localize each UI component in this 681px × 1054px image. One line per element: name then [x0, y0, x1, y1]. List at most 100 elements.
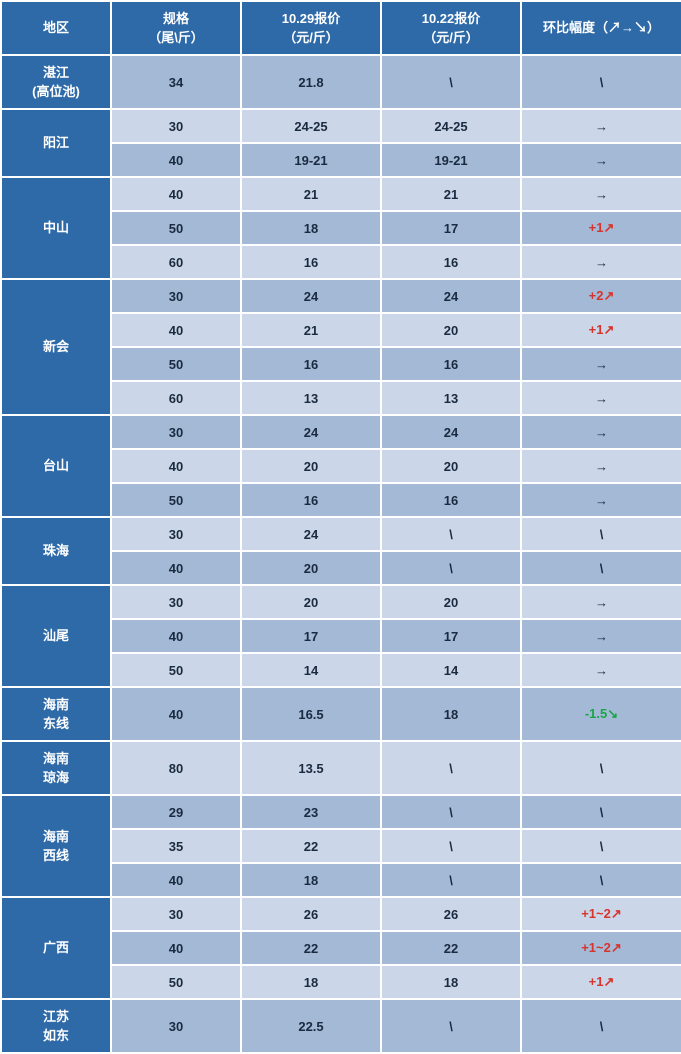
spec-cell: 60 — [111, 381, 241, 415]
table-body: 湛江(高位池)3421.8\\阳江3024-2524-25→4019-2119-… — [1, 55, 681, 1053]
trend-cell-value: -1.5↘ — [585, 706, 618, 721]
header-region: 地区 — [1, 1, 111, 55]
price2-cell: 17 — [381, 619, 521, 653]
header-p1-l1: 10.29报价 — [282, 11, 341, 26]
table-row: 台山302424→ — [1, 415, 681, 449]
region-name-l2: 如东 — [43, 1028, 69, 1043]
price2-cell: 20 — [381, 585, 521, 619]
price2-cell: 18 — [381, 965, 521, 999]
spec-cell: 40 — [111, 143, 241, 177]
price1-cell: 24 — [241, 517, 381, 551]
trend-cell: \ — [521, 55, 681, 109]
trend-cell: \ — [521, 863, 681, 897]
trend-cell: → — [521, 347, 681, 381]
table-row: 海南西线2923\\ — [1, 795, 681, 829]
region-cell: 海南东线 — [1, 687, 111, 741]
region-name-l1: 中山 — [43, 220, 69, 235]
header-spec: 规格 （尾\斤） — [111, 1, 241, 55]
trend-cell: \ — [521, 551, 681, 585]
region-name-l2: 东线 — [43, 716, 69, 731]
price1-cell: 14 — [241, 653, 381, 687]
price2-cell: \ — [381, 551, 521, 585]
spec-cell: 30 — [111, 585, 241, 619]
trend-cell: \ — [521, 795, 681, 829]
spec-cell: 40 — [111, 619, 241, 653]
trend-cell: +2↗ — [521, 279, 681, 313]
region-name-l2: (高位池) — [32, 84, 80, 99]
price2-cell: 16 — [381, 483, 521, 517]
spec-cell: 30 — [111, 999, 241, 1053]
header-p2-l2: （元/斤） — [423, 30, 479, 45]
price1-cell: 18 — [241, 863, 381, 897]
trend-cell-value: +1↗ — [589, 322, 615, 337]
price1-cell: 20 — [241, 551, 381, 585]
spec-cell: 50 — [111, 483, 241, 517]
spec-cell: 30 — [111, 109, 241, 143]
price2-cell: 16 — [381, 347, 521, 381]
table-row: 海南琼海8013.5\\ — [1, 741, 681, 795]
price2-cell: 20 — [381, 313, 521, 347]
price2-cell: 16 — [381, 245, 521, 279]
price2-cell: 21 — [381, 177, 521, 211]
region-cell: 珠海 — [1, 517, 111, 585]
spec-cell: 30 — [111, 415, 241, 449]
spec-cell: 40 — [111, 931, 241, 965]
table-row: 江苏如东3022.5\\ — [1, 999, 681, 1053]
table-row: 阳江3024-2524-25→ — [1, 109, 681, 143]
price1-cell: 18 — [241, 211, 381, 245]
trend-cell: → — [521, 653, 681, 687]
header-price1: 10.29报价 （元/斤） — [241, 1, 381, 55]
region-cell: 阳江 — [1, 109, 111, 177]
trend-cell: → — [521, 177, 681, 211]
table-row: 海南东线4016.518-1.5↘ — [1, 687, 681, 741]
price1-cell: 16 — [241, 245, 381, 279]
region-cell: 海南琼海 — [1, 741, 111, 795]
header-p2-l1: 10.22报价 — [422, 11, 481, 26]
price2-cell: 18 — [381, 687, 521, 741]
price1-cell: 22 — [241, 931, 381, 965]
spec-cell: 40 — [111, 177, 241, 211]
table-row: 中山402121→ — [1, 177, 681, 211]
spec-cell: 40 — [111, 551, 241, 585]
price1-cell: 13 — [241, 381, 381, 415]
trend-cell-value: +1↗ — [589, 220, 615, 235]
spec-cell: 30 — [111, 897, 241, 931]
spec-cell: 40 — [111, 449, 241, 483]
table-row: 广西302626+1~2↗ — [1, 897, 681, 931]
header-p1-l2: （元/斤） — [283, 30, 339, 45]
spec-cell: 60 — [111, 245, 241, 279]
spec-cell: 29 — [111, 795, 241, 829]
price2-cell: \ — [381, 829, 521, 863]
header-trend: 环比幅度（↗→↘） — [521, 1, 681, 55]
region-cell: 海南西线 — [1, 795, 111, 897]
price-table: 地区 规格 （尾\斤） 10.29报价 （元/斤） 10.22报价 （元/斤） … — [0, 0, 681, 1054]
trend-cell: -1.5↘ — [521, 687, 681, 741]
trend-cell: → — [521, 245, 681, 279]
price2-cell: 14 — [381, 653, 521, 687]
trend-cell: → — [521, 619, 681, 653]
price1-cell: 23 — [241, 795, 381, 829]
trend-cell: → — [521, 483, 681, 517]
region-name-l1: 海南 — [43, 697, 69, 712]
trend-cell: +1~2↗ — [521, 931, 681, 965]
region-cell: 汕尾 — [1, 585, 111, 687]
table-row: 湛江(高位池)3421.8\\ — [1, 55, 681, 109]
price1-cell: 20 — [241, 585, 381, 619]
price1-cell: 19-21 — [241, 143, 381, 177]
spec-cell: 80 — [111, 741, 241, 795]
price2-cell: 24-25 — [381, 109, 521, 143]
trend-cell: → — [521, 585, 681, 619]
price2-cell: 17 — [381, 211, 521, 245]
region-name-l1: 阳江 — [43, 135, 69, 150]
price2-cell: \ — [381, 863, 521, 897]
region-cell: 湛江(高位池) — [1, 55, 111, 109]
trend-cell: → — [521, 449, 681, 483]
price2-cell: \ — [381, 741, 521, 795]
price1-cell: 24-25 — [241, 109, 381, 143]
price1-cell: 24 — [241, 279, 381, 313]
price1-cell: 21.8 — [241, 55, 381, 109]
table-row: 汕尾302020→ — [1, 585, 681, 619]
trend-cell: +1~2↗ — [521, 897, 681, 931]
price1-cell: 22.5 — [241, 999, 381, 1053]
trend-cell: +1↗ — [521, 211, 681, 245]
